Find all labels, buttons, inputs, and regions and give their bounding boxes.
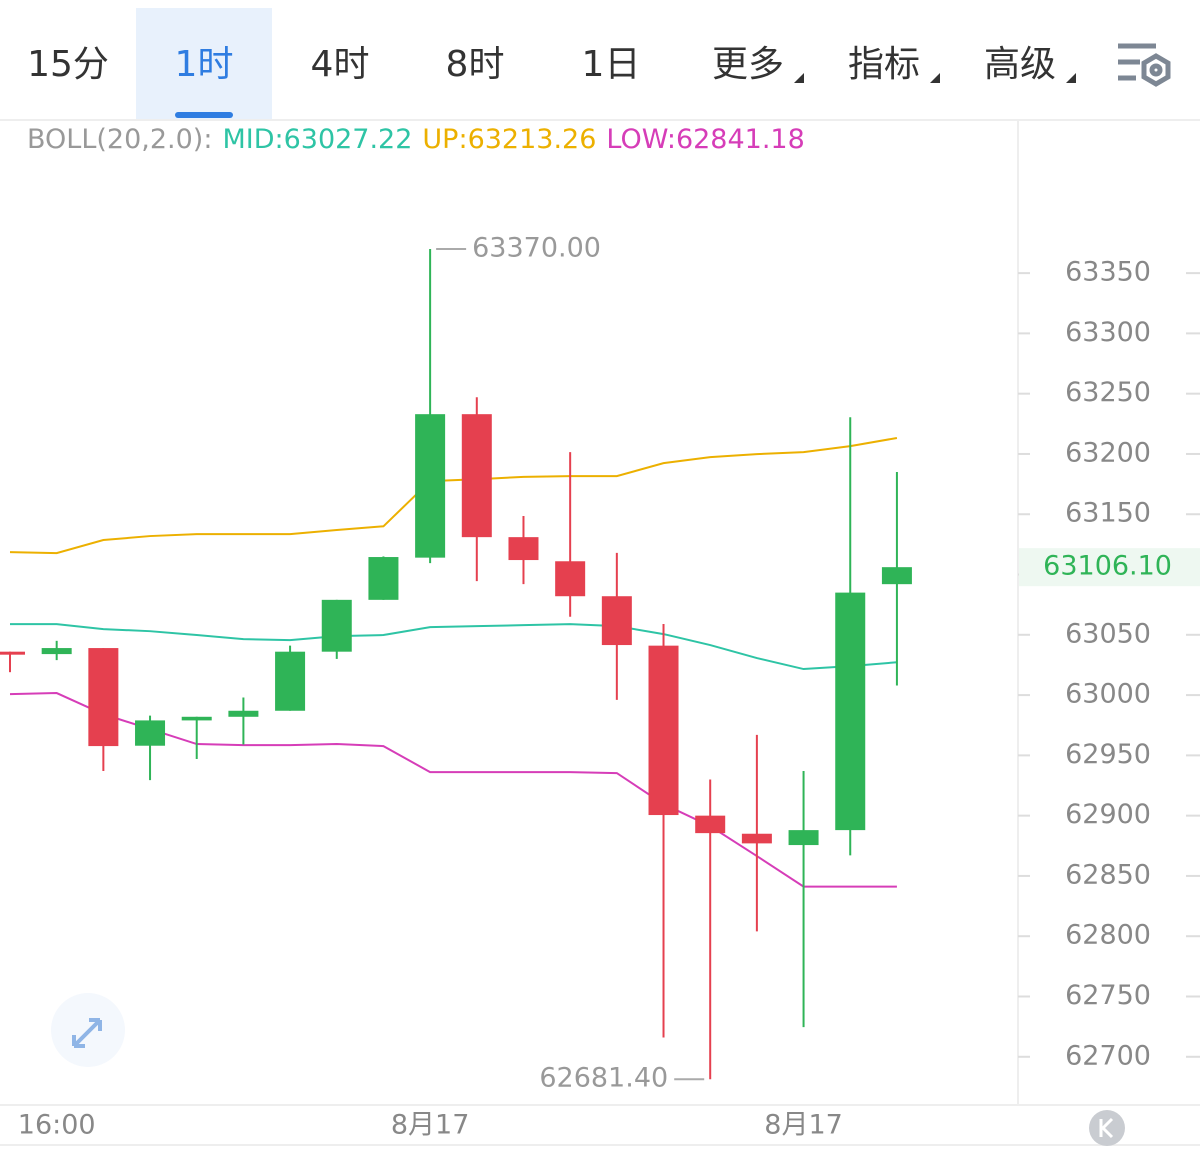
low-label: 62681.40 [539, 1063, 668, 1094]
candle-body [461, 414, 492, 538]
boll-line [10, 623, 898, 671]
boll-line [9, 436, 898, 555]
active-tab-bg [136, 8, 272, 120]
x-tick-label: 8月17 [391, 1110, 470, 1141]
last-price-label: 63106.10 [1043, 551, 1172, 582]
toolbar-tab[interactable]: 高级 [984, 44, 1056, 85]
candle-body [601, 596, 632, 646]
legend-entry: LOW:62841.18 [606, 124, 804, 155]
y-tick-label: 63050 [1065, 618, 1151, 649]
y-tick-label: 62800 [1065, 920, 1151, 951]
toolbar-tab[interactable]: 8时 [446, 44, 505, 85]
y-tick-label: 62900 [1065, 799, 1151, 830]
y-tick-label: 63350 [1065, 257, 1151, 288]
y-tick-label: 62750 [1065, 980, 1151, 1011]
toolbar-tab[interactable]: 1日 [582, 44, 641, 85]
y-tick-label: 63250 [1065, 377, 1151, 408]
candle-body [648, 645, 679, 816]
last-price-bg [1019, 548, 1200, 587]
dropdown-caret [930, 73, 940, 83]
candle-body [275, 651, 306, 711]
candle-body [835, 592, 866, 831]
k-button[interactable] [1089, 1110, 1125, 1146]
high-label: 63370.00 [472, 233, 601, 264]
toolbar-tab[interactable]: 15分 [27, 44, 109, 85]
toolbar-tab[interactable]: 更多 [712, 44, 784, 85]
candle-body [88, 648, 119, 747]
active-tab-underline [175, 112, 233, 118]
y-tick-label: 63300 [1065, 317, 1151, 348]
dropdown-caret [794, 73, 804, 83]
candle-body [321, 599, 352, 652]
legend-entry: MID:63027.22 [222, 124, 412, 155]
y-tick-label: 63000 [1065, 679, 1151, 710]
y-tick-label: 63200 [1065, 437, 1151, 468]
indicator-legend: BOLL(20,2.0): MID:63027.22 UP:63213.26 LOW:… [27, 124, 805, 155]
candle-body [881, 567, 912, 585]
toolbar-tab[interactable]: 1时 [175, 44, 234, 85]
settings-icon[interactable] [1118, 43, 1171, 87]
y-tick-label: 62700 [1065, 1040, 1151, 1071]
x-tick-label: 8月17 [764, 1110, 843, 1141]
candle-body [695, 815, 726, 834]
candle-body [788, 830, 819, 846]
candle-body [181, 716, 212, 721]
indicator-label: BOLL(20,2.0): [27, 124, 212, 155]
candle-body [508, 537, 539, 561]
toolbar-tab[interactable]: 指标 [848, 44, 920, 85]
candle-body [368, 557, 399, 600]
candle-body [135, 720, 166, 746]
y-tick-label: 62950 [1065, 739, 1151, 770]
x-tick-label: 16:00 [18, 1110, 96, 1141]
toolbar-tab[interactable]: 4时 [311, 44, 370, 85]
legend-entry: UP:63213.26 [422, 124, 596, 155]
candle-body [415, 414, 446, 558]
candle-body [741, 833, 772, 844]
y-tick-label: 62850 [1065, 859, 1151, 890]
y-tick-label: 63150 [1065, 498, 1151, 529]
expand-button[interactable] [51, 993, 125, 1067]
candle-body [41, 648, 72, 655]
candle-body [555, 561, 586, 597]
candle-body [0, 651, 25, 655]
dropdown-caret [1066, 73, 1076, 83]
candle-body [228, 710, 259, 717]
